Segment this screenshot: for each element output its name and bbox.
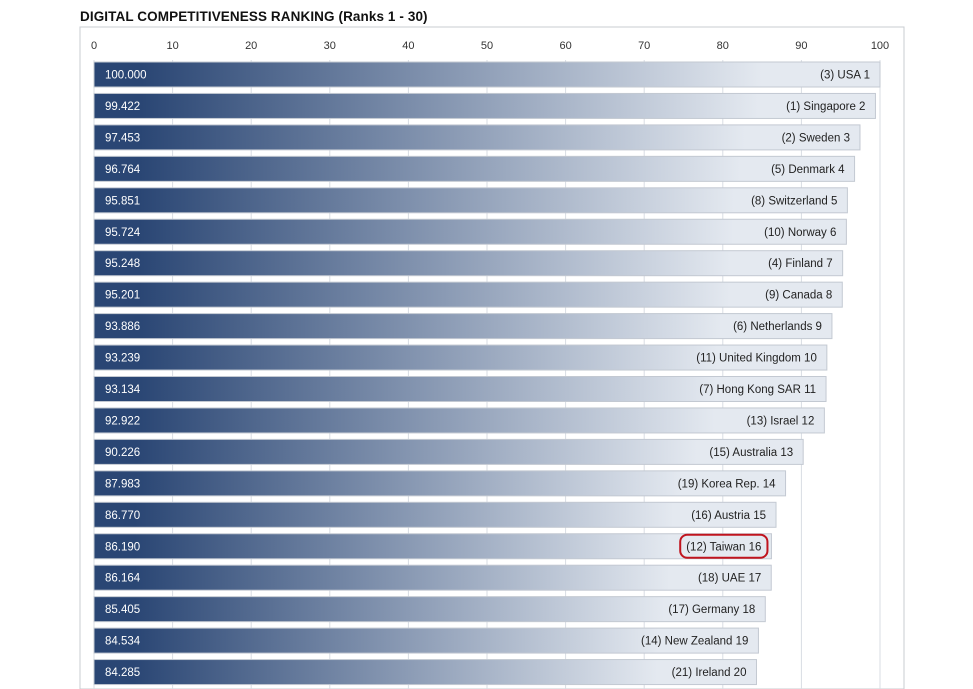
bar: [93, 155, 856, 182]
bar-category-label: (8) Switzerland 5: [751, 195, 837, 207]
bar-value-label: 86.164: [105, 573, 141, 585]
bar: [93, 627, 759, 654]
bar: [93, 596, 766, 623]
chart-title: DIGITAL COMPETITIVENESS RANKING (Ranks 1…: [80, 9, 428, 24]
bar-value-label: 84.285: [105, 667, 140, 679]
bar: [93, 470, 787, 497]
bar-value-label: 93.886: [105, 321, 140, 333]
bar-category-label: (7) Hong Kong SAR 11: [699, 384, 816, 396]
bar: [93, 250, 844, 277]
bar-value-label: 87.983: [105, 478, 140, 490]
bar-category-label: (21) Ireland 20: [672, 667, 747, 679]
x-tick-label: 60: [559, 40, 571, 52]
bar-category-label: (4) Finland 7: [768, 258, 833, 270]
x-tick-label: 0: [91, 40, 97, 52]
bar-value-label: 93.239: [105, 353, 140, 365]
bar-category-label: (16) Austria 15: [691, 510, 766, 522]
bar-category-label: (10) Norway 6: [764, 227, 836, 239]
x-tick-label: 100: [871, 40, 889, 52]
bar-value-label: 97.453: [105, 132, 140, 144]
bar: [93, 313, 833, 340]
x-tick-label: 10: [166, 40, 178, 52]
grid-lines: [93, 60, 881, 689]
x-tick-label: 90: [795, 40, 807, 52]
bar: [93, 407, 825, 434]
bar-value-label: 84.534: [105, 636, 141, 648]
bar: [93, 344, 828, 371]
x-tick-label: 50: [481, 40, 493, 52]
bars: [93, 61, 881, 686]
x-tick-label: 80: [717, 40, 729, 52]
bar-value-label: 100.000: [105, 70, 147, 82]
bar-value-label: 86.190: [105, 541, 140, 553]
bar: [93, 376, 827, 402]
bar: [93, 438, 804, 465]
bar-category-label: (6) Netherlands 9: [733, 321, 822, 333]
bar: [93, 187, 848, 214]
bar: [93, 61, 881, 88]
bar-category-label: (9) Canada 8: [765, 290, 832, 302]
highlight-outline: [679, 533, 769, 559]
bar-value-label: 95.248: [105, 258, 140, 270]
bar-category-label: (13) Israel 12: [747, 415, 815, 427]
bar: [93, 92, 876, 119]
bar-category-label: (17) Germany 18: [668, 604, 755, 616]
bar-value-label: 90.226: [105, 447, 140, 459]
bar-category-label: (15) Australia 13: [709, 447, 793, 459]
x-tick-label: 30: [324, 40, 336, 52]
plot-frame: [79, 26, 905, 689]
bar-category-label: (14) New Zealand 19: [641, 636, 748, 648]
bar-value-label: 86.770: [105, 510, 140, 522]
bar: [93, 124, 861, 151]
x-tick-label: 40: [402, 40, 414, 52]
bar-value-label: 95.851: [105, 195, 140, 207]
bar-category-label: (5) Denmark 4: [771, 164, 845, 176]
bar-value-label: 96.764: [105, 164, 141, 176]
bar-value-label: 99.422: [105, 101, 140, 113]
bar-category-label: (3) USA 1: [820, 70, 870, 82]
bar-category-label: (2) Sweden 3: [782, 132, 850, 144]
bar: [93, 218, 847, 245]
bar: [93, 564, 772, 591]
bar-value-label: 93.134: [105, 384, 141, 396]
bar-value-label: 95.201: [105, 290, 140, 302]
bar-labels: 100.000 (3) USA 1 99.422 (1) Singapore 2 97.…: [105, 70, 870, 680]
bar-category-label: (12) Taiwan 16: [686, 541, 761, 553]
bar: [93, 281, 843, 308]
x-tick-label: 70: [638, 40, 650, 52]
bar-category-label: (1) Singapore 2: [786, 101, 865, 113]
bar-category-label: (19) Korea Rep. 14: [678, 478, 776, 490]
bar-category-label: (11) United Kingdom 10: [696, 353, 817, 365]
x-tick-label: 20: [245, 40, 257, 52]
bar: [93, 501, 777, 528]
bar: [93, 533, 772, 560]
bar: [93, 659, 757, 686]
bar-value-label: 92.922: [105, 415, 140, 427]
bar-value-label: 85.405: [105, 604, 140, 616]
bar-value-label: 95.724: [105, 227, 141, 239]
x-axis-ticks: 0 10 20 30 40 50 60 70 80 90 100: [91, 40, 889, 52]
bar-category-label: (18) UAE 17: [698, 573, 761, 585]
